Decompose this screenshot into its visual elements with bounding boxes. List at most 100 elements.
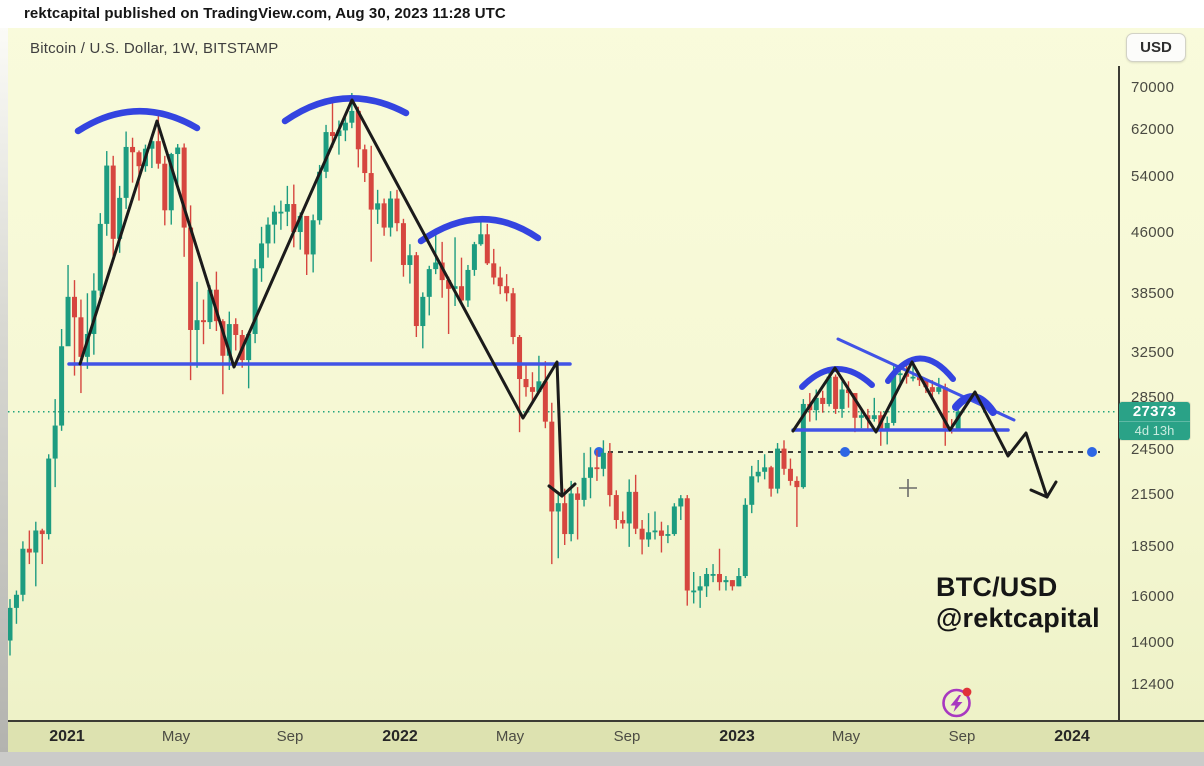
candle-body — [426, 269, 432, 297]
candle-body — [813, 397, 819, 411]
candle-body — [833, 376, 839, 409]
arrowhead — [560, 482, 577, 498]
candle-body — [626, 491, 632, 524]
candle-body — [471, 244, 477, 270]
candle-body — [246, 333, 252, 361]
candle-body — [130, 146, 136, 153]
candle-body — [291, 204, 297, 233]
price-axis-label: 54000 — [1131, 168, 1175, 186]
chart-symbol-title: Bitcoin / U.S. Dollar, 1W, BITSTAMP — [30, 40, 279, 57]
candle-body — [658, 530, 664, 536]
candle-body — [252, 268, 258, 334]
time-axis-label: May — [831, 728, 861, 745]
candle-body — [820, 397, 826, 404]
watermark-symbol: BTC/USD — [936, 572, 1058, 602]
candle-body — [704, 574, 710, 587]
candle-body — [755, 471, 761, 477]
time-axis-label: 2021 — [49, 728, 85, 745]
price-axis-label: 32500 — [1131, 343, 1175, 361]
candle-body — [207, 289, 213, 323]
candle-body — [542, 381, 548, 422]
candle-body — [478, 234, 484, 245]
candle-body — [691, 590, 697, 593]
price-axis-label: 24500 — [1131, 441, 1175, 458]
candle-body — [362, 149, 368, 174]
candle-body — [20, 548, 26, 595]
candle-body — [768, 467, 774, 489]
time-axis[interactable]: 2021 May Sep 2022 May Sep 2023 May Sep 2024 — [0, 720, 1204, 752]
candle-body — [781, 448, 787, 469]
candle-body — [330, 132, 335, 137]
candle-body — [710, 574, 716, 576]
candle-body — [97, 223, 103, 291]
trend-zigzag-line — [78, 98, 564, 498]
current-price-badge: 27373 4d 13h — [1119, 402, 1190, 441]
time-axis-label: Sep — [948, 728, 976, 745]
candle-body — [368, 173, 374, 210]
frame-left-edge — [0, 28, 8, 752]
candle-body — [168, 154, 174, 211]
candle-body — [581, 477, 587, 500]
rounded-top-arc — [281, 95, 410, 125]
candle-body — [729, 580, 735, 587]
currency-toggle-button[interactable]: USD — [1126, 33, 1186, 62]
candle-body — [117, 197, 123, 239]
candle-body — [517, 337, 523, 380]
candle-body — [52, 425, 58, 459]
candle-body — [826, 376, 832, 404]
candle-body — [304, 215, 310, 255]
candle-body — [297, 215, 303, 233]
candle-body — [136, 152, 142, 167]
candle-body — [568, 493, 574, 535]
price-axis-label: 14000 — [1131, 633, 1175, 651]
price-axis-label: 21500 — [1131, 486, 1175, 504]
candle-body — [671, 506, 677, 535]
candle-body — [594, 467, 600, 470]
candle-body — [433, 262, 439, 270]
rounded-top-arc — [885, 355, 956, 384]
candle-body — [46, 458, 52, 535]
candle-body — [39, 530, 45, 535]
candle-body — [201, 320, 206, 323]
candle-body — [736, 576, 742, 587]
candle-body — [588, 467, 593, 478]
price-axis-label: 28500 — [1131, 388, 1175, 406]
lightning-logo-icon — [942, 687, 972, 718]
candle-body — [620, 519, 626, 524]
time-axis-label: 2024 — [1054, 728, 1090, 745]
candle-body — [459, 286, 464, 301]
candle-body — [787, 468, 793, 481]
candle-body — [78, 317, 84, 357]
arrowhead — [1029, 488, 1049, 499]
candle-body — [942, 387, 948, 429]
candle-body — [800, 403, 806, 488]
time-axis-label: Sep — [613, 728, 641, 745]
current-price-label: 27373 — [1119, 402, 1190, 422]
candle-body — [188, 227, 194, 330]
level-dot — [1087, 447, 1097, 457]
candle-body — [723, 580, 729, 583]
candle-body — [794, 480, 800, 488]
candle-body — [162, 163, 168, 211]
candle-body — [452, 286, 458, 289]
candle-body — [529, 387, 535, 392]
candle-body — [955, 411, 961, 430]
candle-body — [600, 452, 606, 469]
candle-body — [381, 203, 387, 228]
bar-countdown-label: 4d 13h — [1119, 421, 1190, 441]
candle-body — [852, 393, 858, 418]
candle-body — [175, 147, 181, 155]
frame-bottom-edge — [0, 752, 1204, 766]
candle-body — [233, 324, 239, 335]
candle-body — [149, 141, 155, 149]
candle-body — [697, 586, 703, 591]
candle-body — [491, 263, 497, 278]
candle-body — [259, 243, 265, 269]
price-axis-label: 12400 — [1131, 675, 1175, 693]
candle-body — [388, 198, 394, 228]
price-axis-label: 16000 — [1131, 587, 1175, 605]
price-axis[interactable]: 70000 62000 54000 46000 38500 32500 28500 24500… — [1118, 28, 1204, 752]
level-dot — [840, 447, 850, 457]
